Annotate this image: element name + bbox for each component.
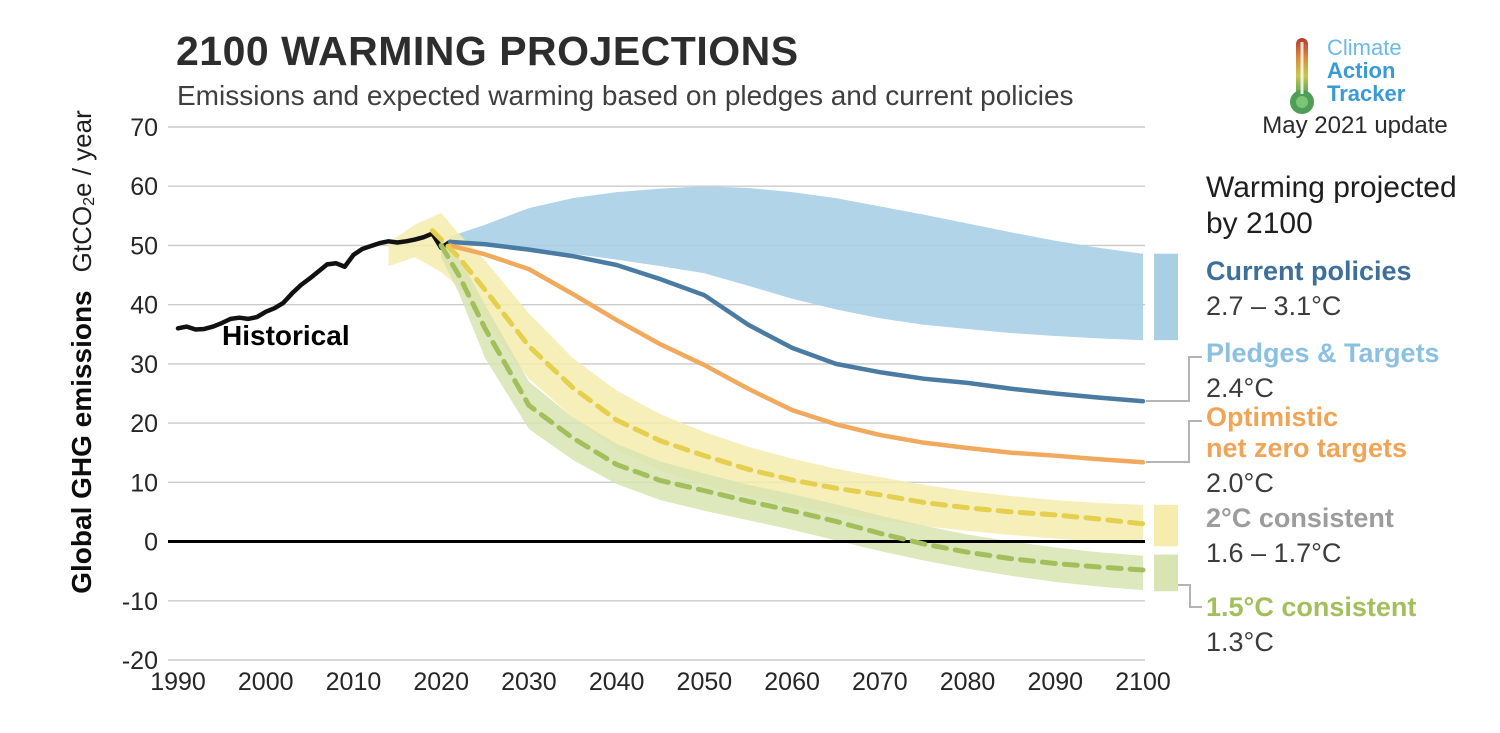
y-unit-post: e / year (67, 110, 97, 197)
x-tick-label: 2010 (326, 668, 382, 696)
legend-entry-one-point-five-degree: 1.5°C consistent 1.3°C (1206, 592, 1498, 658)
series-2-c-consistent (429, 228, 1146, 527)
series-optimistic-net-zero-targets (447, 243, 1146, 465)
band-1-5-c-consistent-range (441, 239, 1143, 591)
series-1-5-c-consistent (438, 242, 1146, 573)
x-tick-label: 2070 (852, 668, 908, 696)
y-tick-label: 40 (130, 292, 158, 320)
legend-entry-two-degree: 2°C consistent 1.6 – 1.7°C (1206, 503, 1498, 569)
page-subtitle: Emissions and expected warming based on … (177, 80, 1074, 111)
y-axis-label-name: Global GHG emissions (66, 290, 97, 594)
legend-entry-optimistic-net-zero: Optimistic net zero targets 2.0°C (1206, 402, 1498, 499)
connector-optimistic-net-zero (1146, 420, 1202, 463)
y-unit-pre: GtCO (67, 205, 97, 273)
legend-value-two-degree: 1.6 – 1.7°C (1206, 538, 1342, 568)
x-tick-label: 2050 (677, 668, 733, 696)
y-tick-label: 70 (130, 114, 158, 142)
y-tick-label: 0 (144, 529, 158, 557)
legend-value-current-policies: 2.7 – 3.1°C (1206, 291, 1342, 321)
x-tick-label: 2090 (1027, 668, 1083, 696)
y-axis-unit: GtCO2e / year (67, 110, 98, 272)
connector-pledges-targets (1146, 356, 1202, 402)
legend-value-pledges-targets: 2.4°C (1206, 373, 1274, 403)
connector-one-point-five-degree (1178, 584, 1202, 608)
y-tick-label: 10 (130, 469, 158, 497)
legend-label-optimistic-line2: net zero targets (1206, 433, 1408, 463)
x-tick-label: 2020 (413, 668, 469, 696)
cat-logo-text: Climate Action Tracker (1327, 36, 1405, 105)
x-tick-label: 1990 (150, 668, 206, 696)
x-tick-label: 2060 (764, 668, 820, 696)
x-tick-label: 2030 (501, 668, 557, 696)
thermometer-icon (1290, 38, 1314, 114)
y-tick-label: 50 (130, 232, 158, 260)
x-tick-label: 2000 (238, 668, 294, 696)
series-historical (175, 231, 453, 332)
two-degree-range-bar (1154, 504, 1178, 547)
legend-label-current-policies: Current policies (1206, 256, 1412, 286)
legend-label-optimistic-line1: Optimistic (1206, 402, 1339, 432)
y-axis-label: Global GHG emissions GtCO2e / year (66, 110, 98, 594)
legend-entry-current-policies: Current policies 2.7 – 3.1°C (1206, 256, 1498, 322)
logo-word-climate: Climate (1327, 35, 1402, 60)
series-pledges-targets (447, 239, 1146, 404)
logo-word-action: Action (1327, 58, 1396, 83)
legend-value-optimistic-net-zero: 2.0°C (1206, 468, 1274, 498)
band-current-policies-range (449, 186, 1143, 341)
y-tick-label: 20 (130, 410, 158, 438)
x-tick-label: 2100 (1115, 668, 1171, 696)
x-tick-label: 2080 (940, 668, 996, 696)
y-tick-label: -10 (122, 588, 158, 616)
y-tick-label: 30 (130, 351, 158, 379)
legend-label-two-degree: 2°C consistent (1206, 503, 1394, 533)
legend-title: Warming projected by 2100 (1206, 171, 1457, 240)
one-point-five-degree-range-bar (1154, 554, 1178, 592)
x-tick-label: 2040 (589, 668, 645, 696)
y-tick-label: 60 (130, 173, 158, 201)
legend-label-pledges-targets: Pledges & Targets (1206, 338, 1440, 368)
historical-series-label: Historical (222, 320, 350, 351)
legend-label-optimistic-net-zero: Optimistic net zero targets (1206, 402, 1498, 464)
legend-value-one-point-five-degree: 1.3°C (1206, 627, 1274, 657)
logo-word-tracker: Tracker (1327, 81, 1406, 106)
y-tick-label: -20 (122, 647, 158, 675)
page-title: 2100 WARMING PROJECTIONS (176, 28, 799, 74)
cat-logo: Climate Action Tracker (1286, 36, 1405, 116)
update-date: May 2021 update (1262, 112, 1448, 139)
legend-entry-pledges-targets: Pledges & Targets 2.4°C (1206, 338, 1498, 404)
y-unit-subscript: 2 (79, 196, 98, 206)
current-policies-range-bar (1154, 253, 1178, 341)
legend-label-one-point-five-degree: 1.5°C consistent (1206, 592, 1417, 622)
band-2-c-consistent-range (388, 212, 1144, 544)
